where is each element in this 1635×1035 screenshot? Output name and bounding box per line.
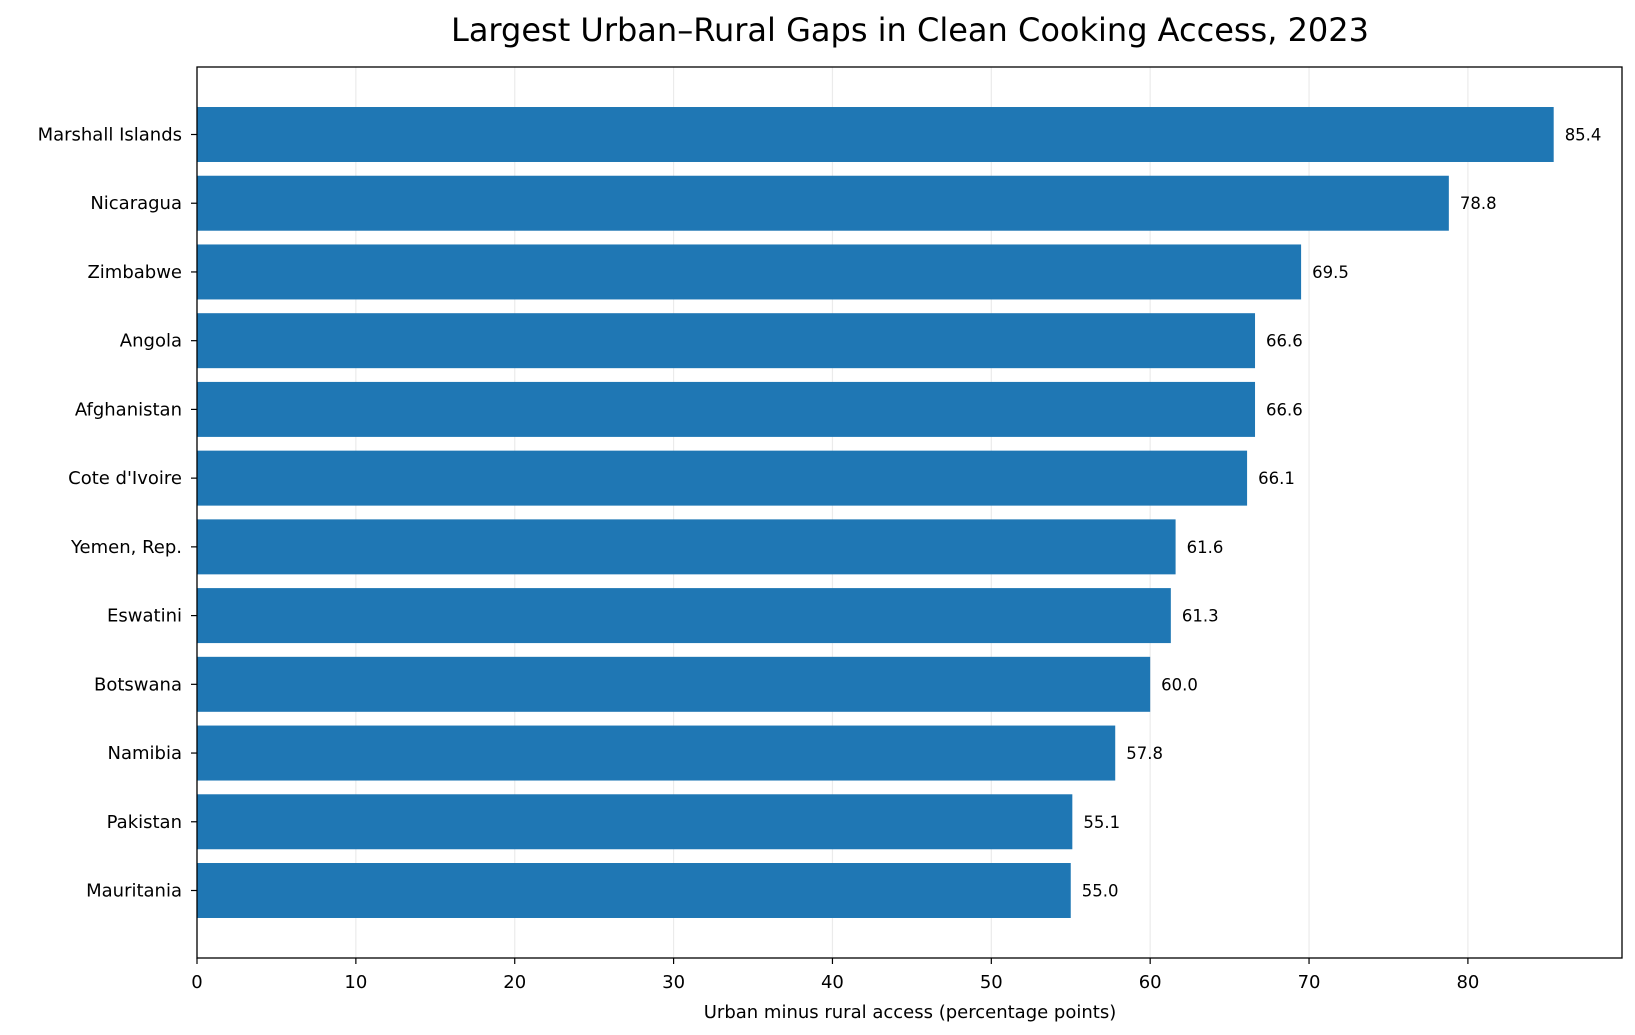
x-tick-label: 70 <box>1298 972 1321 993</box>
bar-value-label: 66.1 <box>1258 469 1295 488</box>
bar <box>197 519 1176 575</box>
bar <box>197 863 1071 918</box>
y-tick-label: Cote d'Ivoire <box>68 468 182 489</box>
bar-value-label: 69.5 <box>1312 263 1349 282</box>
bar <box>197 313 1256 369</box>
bar <box>197 588 1171 644</box>
x-tick-label: 20 <box>503 972 526 993</box>
bar-value-label: 57.8 <box>1126 744 1163 763</box>
y-tick-label: Afghanistan <box>75 399 182 420</box>
bar <box>197 244 1302 300</box>
bar-value-label: 55.1 <box>1083 813 1120 832</box>
bar-value-label: 78.8 <box>1460 194 1497 213</box>
bar-value-label: 60.0 <box>1161 675 1198 694</box>
y-tick-label: Eswatini <box>107 606 182 627</box>
bar-value-label: 61.3 <box>1182 607 1219 626</box>
x-axis-ticks: 0 10 20 30 40 50 60 70 80 <box>191 958 1479 993</box>
bar-value-label: 85.4 <box>1565 126 1602 145</box>
y-tick-label: Mauritania <box>86 881 182 902</box>
y-tick-label: Zimbabwe <box>87 262 182 283</box>
x-tick-label: 10 <box>344 972 367 993</box>
x-tick-label: 60 <box>1139 972 1162 993</box>
y-tick-label: Pakistan <box>107 812 182 833</box>
bar <box>197 107 1554 162</box>
x-axis-label: Urban minus rural access (percentage poi… <box>704 1002 1116 1023</box>
chart-title: Largest Urban–Rural Gaps in Clean Cookin… <box>451 11 1369 49</box>
x-tick-label: 40 <box>821 972 844 993</box>
x-tick-label: 30 <box>662 972 685 993</box>
bar <box>197 175 1449 231</box>
x-tick-label: 80 <box>1456 972 1479 993</box>
x-tick-label: 0 <box>191 972 202 993</box>
bar-value-label: 55.0 <box>1082 882 1119 901</box>
y-axis-ticks: Marshall Islands Nicaragua Zimbabwe Angola A… <box>38 125 197 902</box>
y-tick-label: Nicaragua <box>90 193 182 214</box>
plot-frame <box>196 66 1623 959</box>
y-tick-label: Marshall Islands <box>38 125 182 146</box>
y-tick-label: Yemen, Rep. <box>70 537 182 558</box>
x-tick-label: 50 <box>980 972 1003 993</box>
bars <box>197 107 1554 918</box>
bar <box>197 725 1116 781</box>
bar <box>197 450 1248 506</box>
bar-value-label: 66.6 <box>1266 332 1303 351</box>
bar <box>197 381 1256 437</box>
data-labels: 85.4 78.8 69.5 66.6 66.6 66.1 61.6 61.3 60.0 57.8… <box>1082 126 1602 901</box>
bar-value-label: 61.6 <box>1187 538 1224 557</box>
y-tick-label: Namibia <box>108 743 183 764</box>
bar <box>197 656 1151 712</box>
y-tick-label: Angola <box>120 331 182 352</box>
bar-value-label: 66.6 <box>1266 400 1303 419</box>
y-tick-label: Botswana <box>94 674 182 695</box>
bar <box>197 794 1073 850</box>
